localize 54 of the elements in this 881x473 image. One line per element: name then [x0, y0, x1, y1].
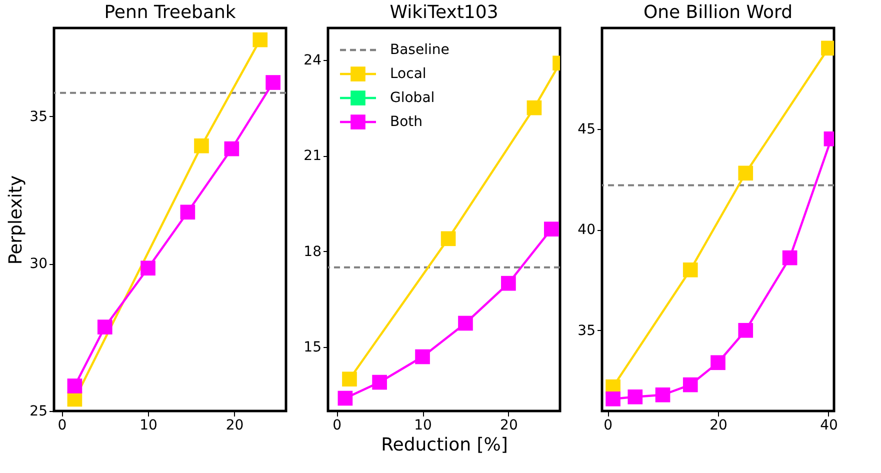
point [782, 250, 798, 266]
y-tick-label: 45 [578, 121, 596, 138]
legend-label: Local [390, 66, 426, 82]
y-tick-label: 15 [304, 340, 322, 356]
x-tick-label: 0 [604, 418, 612, 434]
point [140, 260, 156, 276]
y-axis-title: Perplexity [6, 175, 27, 265]
point [682, 262, 698, 278]
x-tick-label: 20 [710, 418, 728, 434]
y-tick-label: 24 [304, 52, 322, 68]
legend-label: Baseline [390, 42, 450, 58]
point [682, 377, 698, 392]
point [67, 378, 82, 394]
x-tick-label: 40 [820, 418, 838, 434]
chart-title: Penn Treebank [104, 2, 236, 23]
chart-title: One Billion Word [643, 2, 793, 23]
point [180, 204, 196, 220]
point [252, 32, 268, 48]
point [372, 374, 387, 390]
point [606, 391, 620, 406]
y-tick-label: 35 [578, 322, 596, 339]
y-tick-label: 18 [304, 244, 322, 260]
x-axis-title: Reduction [%] [381, 434, 508, 456]
y-tick-label: 30 [30, 256, 48, 272]
point [266, 75, 280, 90]
point [458, 316, 473, 331]
point [655, 387, 670, 402]
point [544, 222, 559, 236]
point [224, 141, 240, 156]
point [415, 349, 430, 364]
x-tick-label: 0 [332, 418, 342, 434]
point [526, 100, 542, 116]
legend-label: Both [390, 114, 423, 130]
point [194, 138, 209, 154]
point [628, 389, 643, 404]
point [97, 320, 112, 334]
chart-title: WikiText103 [390, 2, 498, 23]
point [710, 355, 726, 370]
x-tick-label: 10 [140, 418, 158, 434]
y-tick-label: 35 [30, 108, 48, 125]
legend-label: Global [390, 90, 435, 106]
point [738, 166, 754, 181]
y-tick-label: 25 [30, 404, 48, 420]
point [440, 231, 456, 246]
point [338, 390, 353, 406]
x-tick-label: 20 [226, 418, 244, 434]
x-tick-label: 20 [500, 418, 518, 434]
y-tick-label: 21 [304, 148, 322, 164]
point [501, 276, 516, 291]
point [738, 322, 754, 338]
x-tick-label: 0 [58, 418, 67, 434]
y-tick-label: 40 [578, 222, 596, 238]
x-tick-label: 10 [414, 418, 432, 434]
point [342, 372, 357, 386]
